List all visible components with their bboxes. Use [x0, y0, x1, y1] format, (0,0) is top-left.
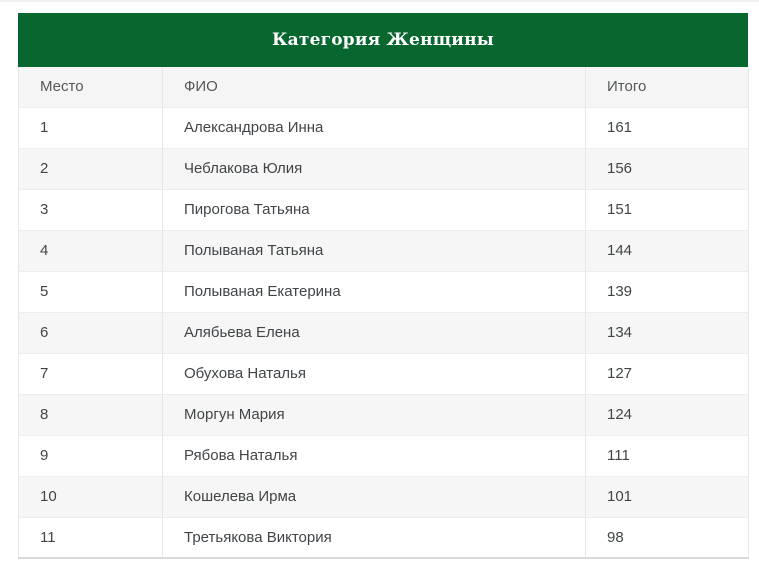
cell-total: 161 — [585, 106, 749, 148]
cell-total: 124 — [585, 393, 749, 435]
column-header-place: Место — [18, 67, 163, 107]
table-row: 2 Чеблакова Юлия 156 — [18, 147, 749, 189]
table-row: 4 Полываная Татьяна 144 — [18, 229, 749, 271]
cell-place: 8 — [18, 393, 163, 435]
cell-place: 3 — [18, 188, 163, 230]
cell-total: 127 — [585, 352, 749, 394]
cell-name: Моргун Мария — [162, 393, 586, 435]
column-header-total: Итого — [585, 67, 749, 107]
table-header-row: Место ФИО Итого — [18, 67, 749, 107]
cell-place: 6 — [18, 311, 163, 353]
cell-total: 111 — [585, 434, 749, 476]
cell-name: Алябьева Елена — [162, 311, 586, 353]
cell-total: 98 — [585, 516, 749, 558]
cell-name: Полываная Екатерина — [162, 270, 586, 312]
cell-place: 1 — [18, 106, 163, 148]
column-header-name: ФИО — [162, 67, 586, 107]
cell-name: Обухова Наталья — [162, 352, 586, 394]
results-table-body: 1 Александрова Инна 161 2 Чеблакова Юлия 156 3… — [18, 106, 749, 558]
table-row: 1 Александрова Инна 161 — [18, 106, 749, 148]
cell-place: 2 — [18, 147, 163, 189]
cell-name: Чеблакова Юлия — [162, 147, 586, 189]
table-row: 6 Алябьева Елена 134 — [18, 311, 749, 353]
table-row: 8 Моргун Мария 124 — [18, 393, 749, 435]
cell-place: 10 — [18, 475, 163, 517]
cell-place: 4 — [18, 229, 163, 271]
cell-name: Третьякова Виктория — [162, 516, 586, 558]
cell-place: 7 — [18, 352, 163, 394]
cell-place: 5 — [18, 270, 163, 312]
table-row: 10 Кошелева Ирма 101 — [18, 475, 749, 517]
top-divider — [0, 0, 759, 2]
cell-total: 156 — [585, 147, 749, 189]
cell-name: Полываная Татьяна — [162, 229, 586, 271]
cell-total: 139 — [585, 270, 749, 312]
cell-name: Александрова Инна — [162, 106, 586, 148]
cell-name: Кошелева Ирма — [162, 475, 586, 517]
table-row: 9 Рябова Наталья 111 — [18, 434, 749, 476]
table-row: 5 Полываная Екатерина 139 — [18, 270, 749, 312]
cell-total: 134 — [585, 311, 749, 353]
cell-total: 144 — [585, 229, 749, 271]
results-table: Место ФИО Итого 1 Александрова Инна 161 2 Че… — [18, 67, 749, 559]
table-caption: Категория Женщины — [18, 13, 748, 67]
table-row: 7 Обухова Наталья 127 — [18, 352, 749, 394]
cell-name: Рябова Наталья — [162, 434, 586, 476]
results-table-container: Категория Женщины Место ФИО Итого 1 Алекс… — [18, 13, 749, 559]
table-row: 3 Пирогова Татьяна 151 — [18, 188, 749, 230]
cell-total: 151 — [585, 188, 749, 230]
cell-place: 9 — [18, 434, 163, 476]
cell-name: Пирогова Татьяна — [162, 188, 586, 230]
table-row: 11 Третьякова Виктория 98 — [18, 516, 749, 558]
cell-total: 101 — [585, 475, 749, 517]
cell-place: 11 — [18, 516, 163, 558]
